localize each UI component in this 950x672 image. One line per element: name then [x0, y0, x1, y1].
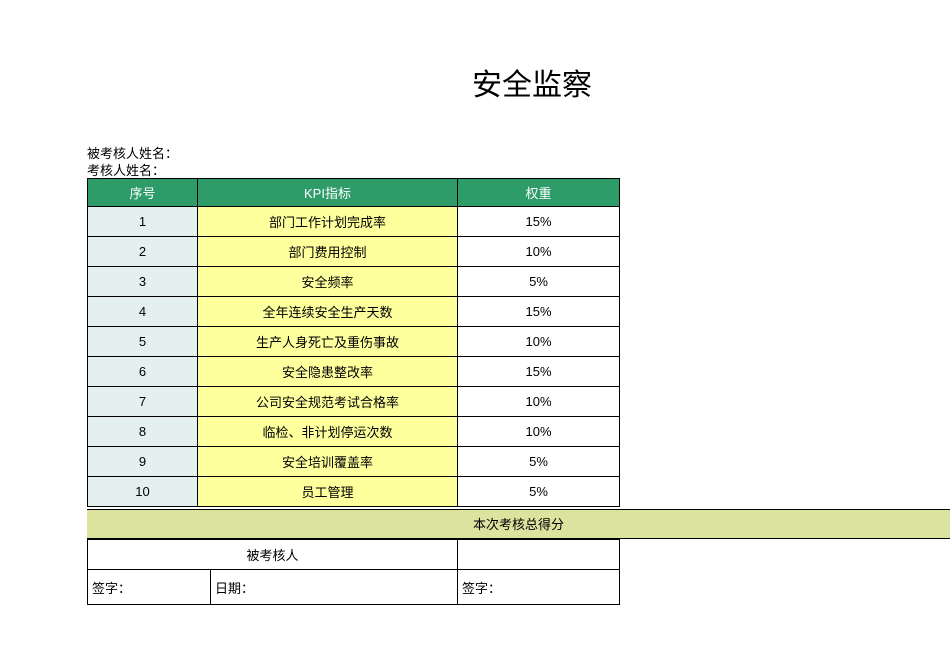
cell-kpi: 全年连续安全生产天数: [198, 297, 458, 327]
table-row: 5生产人身死亡及重伤事故10%: [88, 327, 620, 357]
cell-seq: 3: [88, 267, 198, 297]
cell-kpi: 部门费用控制: [198, 237, 458, 267]
table-row: 8临检、非计划停运次数10%: [88, 417, 620, 447]
sign-label-2: 签字：: [458, 570, 620, 605]
cell-kpi: 生产人身死亡及重伤事故: [198, 327, 458, 357]
cell-weight: 15%: [458, 297, 620, 327]
table-row: 7公司安全规范考试合格率10%: [88, 387, 620, 417]
cell-weight: 10%: [458, 237, 620, 267]
cell-kpi: 公司安全规范考试合格率: [198, 387, 458, 417]
cell-seq: 8: [88, 417, 198, 447]
cell-weight: 10%: [458, 387, 620, 417]
table-row: 3安全频率5%: [88, 267, 620, 297]
cell-weight: 5%: [458, 267, 620, 297]
assessee-row-table: 被考核人: [87, 539, 620, 570]
meta-line-assessor: 考核人姓名：: [87, 160, 165, 179]
cell-weight: 5%: [458, 477, 620, 507]
cell-kpi: 安全频率: [198, 267, 458, 297]
cell-seq: 5: [88, 327, 198, 357]
cell-kpi: 安全隐患整改率: [198, 357, 458, 387]
cell-seq: 6: [88, 357, 198, 387]
cell-kpi: 员工管理: [198, 477, 458, 507]
cell-seq: 2: [88, 237, 198, 267]
cell-kpi: 临检、非计划停运次数: [198, 417, 458, 447]
total-score-row: 本次考核总得分: [87, 509, 950, 539]
cell-weight: 15%: [458, 357, 620, 387]
cell-seq: 10: [88, 477, 198, 507]
table-row: 签字： 日期： 签字：: [88, 570, 620, 605]
cell-weight: 10%: [458, 327, 620, 357]
cell-seq: 1: [88, 207, 198, 237]
signature-row-table: 签字： 日期： 签字：: [87, 569, 620, 605]
cell-weight: 15%: [458, 207, 620, 237]
th-kpi: KPI指标: [198, 179, 458, 207]
table-row: 9安全培训覆盖率5%: [88, 447, 620, 477]
cell-seq: 4: [88, 297, 198, 327]
table-row: 1部门工作计划完成率15%: [88, 207, 620, 237]
date-label: 日期：: [211, 570, 458, 605]
table-row: 被考核人: [88, 540, 620, 570]
assessee-label-cell: 被考核人: [88, 540, 458, 570]
th-seq: 序号: [88, 179, 198, 207]
sign-label-1: 签字：: [88, 570, 211, 605]
table-row: 4全年连续安全生产天数15%: [88, 297, 620, 327]
cell-kpi: 安全培训覆盖率: [198, 447, 458, 477]
page-title: 安全监察: [472, 60, 592, 104]
table-row: 2部门费用控制10%: [88, 237, 620, 267]
th-weight: 权重: [458, 179, 620, 207]
cell-seq: 7: [88, 387, 198, 417]
kpi-table: 序号 KPI指标 权重 1部门工作计划完成率15%2部门费用控制10%3安全频率…: [87, 178, 620, 507]
cell-weight: 5%: [458, 447, 620, 477]
assessee-blank-cell: [458, 540, 620, 570]
cell-weight: 10%: [458, 417, 620, 447]
table-row: 10员工管理5%: [88, 477, 620, 507]
cell-kpi: 部门工作计划完成率: [198, 207, 458, 237]
table-row: 6安全隐患整改率15%: [88, 357, 620, 387]
cell-seq: 9: [88, 447, 198, 477]
table-header-row: 序号 KPI指标 权重: [88, 179, 620, 207]
